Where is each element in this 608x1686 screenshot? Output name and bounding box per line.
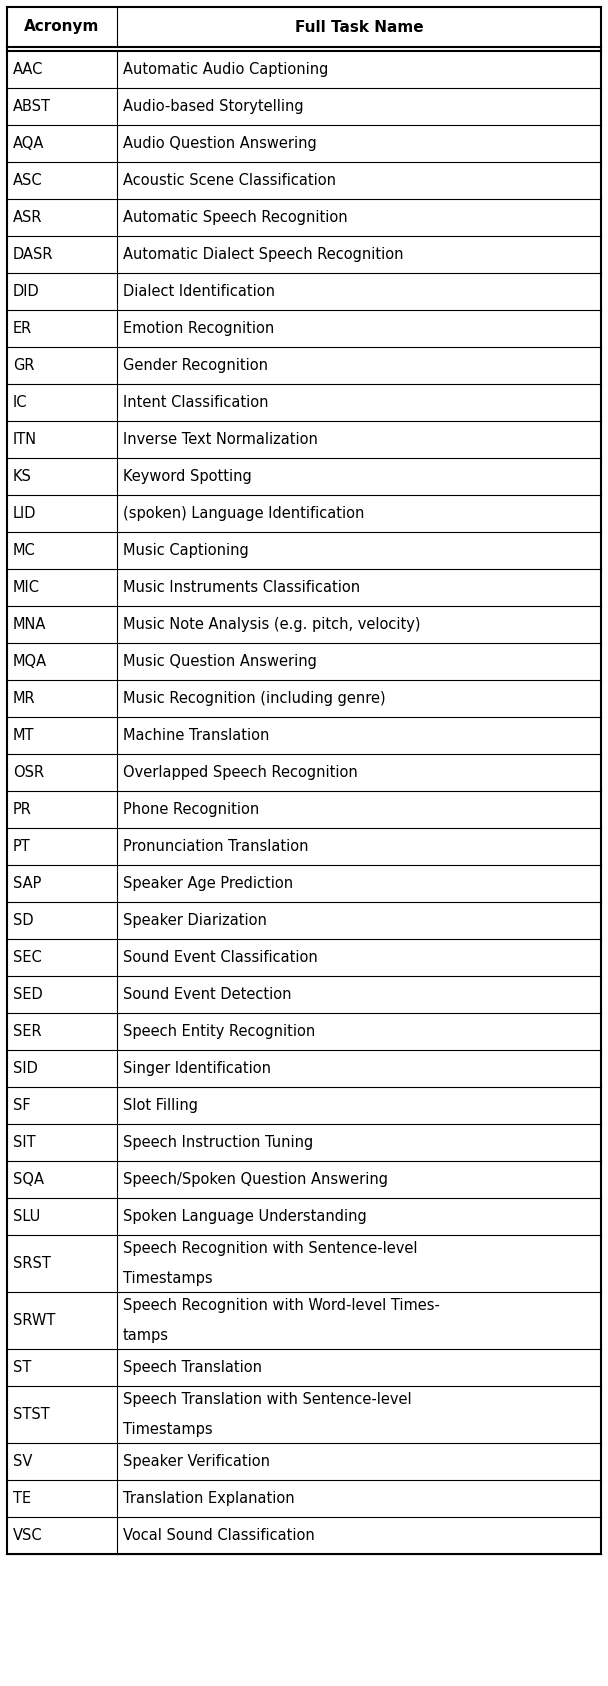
Text: Speech Translation: Speech Translation bbox=[123, 1361, 262, 1376]
Text: ASR: ASR bbox=[13, 211, 43, 224]
Text: OSR: OSR bbox=[13, 765, 44, 781]
Text: SID: SID bbox=[13, 1060, 38, 1076]
Text: Singer Identification: Singer Identification bbox=[123, 1060, 271, 1076]
Text: MIC: MIC bbox=[13, 580, 40, 595]
Text: LID: LID bbox=[13, 506, 36, 521]
Text: Sound Event Classification: Sound Event Classification bbox=[123, 949, 317, 964]
Text: (spoken) Language Identification: (spoken) Language Identification bbox=[123, 506, 364, 521]
Text: STST: STST bbox=[13, 1408, 50, 1421]
Text: Music Note Analysis (e.g. pitch, velocity): Music Note Analysis (e.g. pitch, velocit… bbox=[123, 617, 420, 632]
Text: Speech Translation with Sentence-level: Speech Translation with Sentence-level bbox=[123, 1393, 412, 1408]
Text: ASC: ASC bbox=[13, 174, 43, 189]
Text: MQA: MQA bbox=[13, 654, 47, 669]
Text: SIT: SIT bbox=[13, 1135, 36, 1150]
Text: ER: ER bbox=[13, 320, 32, 336]
Text: GR: GR bbox=[13, 357, 35, 373]
Text: AQA: AQA bbox=[13, 137, 44, 152]
Text: Gender Recognition: Gender Recognition bbox=[123, 357, 268, 373]
Text: SEC: SEC bbox=[13, 949, 42, 964]
Text: VSC: VSC bbox=[13, 1528, 43, 1543]
Text: Automatic Audio Captioning: Automatic Audio Captioning bbox=[123, 62, 328, 78]
Text: Audio-based Storytelling: Audio-based Storytelling bbox=[123, 99, 303, 115]
Text: SV: SV bbox=[13, 1453, 32, 1469]
Text: Speech/Spoken Question Answering: Speech/Spoken Question Answering bbox=[123, 1172, 388, 1187]
Text: ABST: ABST bbox=[13, 99, 51, 115]
Text: Keyword Spotting: Keyword Spotting bbox=[123, 469, 252, 484]
Text: Slot Filling: Slot Filling bbox=[123, 1098, 198, 1113]
Text: Machine Translation: Machine Translation bbox=[123, 728, 269, 744]
Text: SLU: SLU bbox=[13, 1209, 40, 1224]
Text: PT: PT bbox=[13, 840, 31, 855]
Text: Spoken Language Understanding: Spoken Language Understanding bbox=[123, 1209, 367, 1224]
Text: AAC: AAC bbox=[13, 62, 43, 78]
Text: Acoustic Scene Classification: Acoustic Scene Classification bbox=[123, 174, 336, 189]
Text: Emotion Recognition: Emotion Recognition bbox=[123, 320, 274, 336]
Text: MR: MR bbox=[13, 691, 36, 706]
Text: Acronym: Acronym bbox=[24, 20, 100, 34]
Text: DID: DID bbox=[13, 283, 40, 298]
Text: Music Instruments Classification: Music Instruments Classification bbox=[123, 580, 360, 595]
Text: Sound Event Detection: Sound Event Detection bbox=[123, 986, 291, 1001]
Text: DASR: DASR bbox=[13, 248, 54, 261]
Text: Speaker Age Prediction: Speaker Age Prediction bbox=[123, 877, 293, 890]
Text: ST: ST bbox=[13, 1361, 32, 1376]
Text: Automatic Speech Recognition: Automatic Speech Recognition bbox=[123, 211, 348, 224]
Text: Speech Instruction Tuning: Speech Instruction Tuning bbox=[123, 1135, 313, 1150]
Text: SQA: SQA bbox=[13, 1172, 44, 1187]
Text: Overlapped Speech Recognition: Overlapped Speech Recognition bbox=[123, 765, 358, 781]
Text: PR: PR bbox=[13, 803, 32, 818]
Text: Dialect Identification: Dialect Identification bbox=[123, 283, 275, 298]
Text: Speaker Verification: Speaker Verification bbox=[123, 1453, 270, 1469]
Text: Music Question Answering: Music Question Answering bbox=[123, 654, 317, 669]
Text: Automatic Dialect Speech Recognition: Automatic Dialect Speech Recognition bbox=[123, 248, 403, 261]
Text: KS: KS bbox=[13, 469, 32, 484]
Text: Timestamps: Timestamps bbox=[123, 1271, 213, 1286]
Text: Speaker Diarization: Speaker Diarization bbox=[123, 914, 267, 927]
Text: SRST: SRST bbox=[13, 1256, 51, 1271]
Text: Audio Question Answering: Audio Question Answering bbox=[123, 137, 317, 152]
Text: ITN: ITN bbox=[13, 432, 37, 447]
Text: SF: SF bbox=[13, 1098, 30, 1113]
Text: SRWT: SRWT bbox=[13, 1313, 55, 1329]
Text: Speech Recognition with Sentence-level: Speech Recognition with Sentence-level bbox=[123, 1241, 417, 1256]
Text: Speech Entity Recognition: Speech Entity Recognition bbox=[123, 1023, 315, 1039]
Text: Intent Classification: Intent Classification bbox=[123, 395, 268, 410]
Text: Speech Recognition with Word-level Times-: Speech Recognition with Word-level Times… bbox=[123, 1298, 440, 1313]
Text: Translation Explanation: Translation Explanation bbox=[123, 1490, 294, 1506]
Text: Pronunciation Translation: Pronunciation Translation bbox=[123, 840, 308, 855]
Text: Full Task Name: Full Task Name bbox=[295, 20, 423, 34]
Text: SAP: SAP bbox=[13, 877, 41, 890]
Text: Inverse Text Normalization: Inverse Text Normalization bbox=[123, 432, 318, 447]
Text: MT: MT bbox=[13, 728, 35, 744]
Text: Timestamps: Timestamps bbox=[123, 1421, 213, 1436]
Text: MC: MC bbox=[13, 543, 36, 558]
Text: MNA: MNA bbox=[13, 617, 46, 632]
Text: Vocal Sound Classification: Vocal Sound Classification bbox=[123, 1528, 315, 1543]
Text: SED: SED bbox=[13, 986, 43, 1001]
Text: Music Captioning: Music Captioning bbox=[123, 543, 249, 558]
Text: tamps: tamps bbox=[123, 1329, 169, 1342]
Text: SD: SD bbox=[13, 914, 33, 927]
Text: Music Recognition (including genre): Music Recognition (including genre) bbox=[123, 691, 385, 706]
Text: Phone Recognition: Phone Recognition bbox=[123, 803, 259, 818]
Text: IC: IC bbox=[13, 395, 27, 410]
Text: SER: SER bbox=[13, 1023, 41, 1039]
Text: TE: TE bbox=[13, 1490, 31, 1506]
